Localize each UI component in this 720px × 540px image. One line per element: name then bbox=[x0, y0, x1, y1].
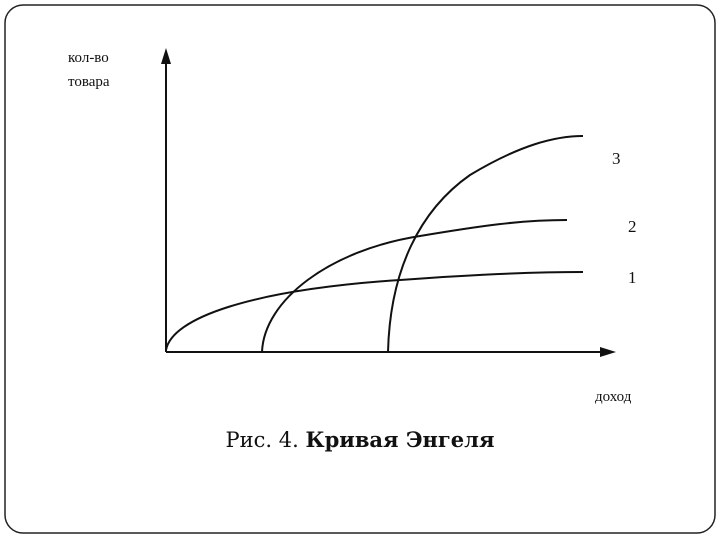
curve-label: 1 bbox=[628, 268, 637, 287]
curve-2 bbox=[261, 219, 568, 353]
y-label: товара bbox=[68, 74, 110, 90]
caption-prefix: Рис. 4. bbox=[225, 428, 299, 452]
curve-1 bbox=[165, 271, 584, 351]
curve-3 bbox=[387, 135, 584, 353]
caption-title: Кривая Энгеля bbox=[305, 427, 495, 452]
x-label: доход bbox=[595, 389, 632, 405]
curve-label: 2 bbox=[628, 217, 637, 236]
x-arrow bbox=[600, 347, 616, 357]
y-label: кол-во bbox=[68, 50, 109, 66]
curve-label: 3 bbox=[612, 149, 621, 168]
y-arrow bbox=[161, 48, 171, 64]
frame bbox=[4, 4, 716, 534]
caption: Рис. 4. Кривая Энгеля bbox=[0, 427, 720, 452]
